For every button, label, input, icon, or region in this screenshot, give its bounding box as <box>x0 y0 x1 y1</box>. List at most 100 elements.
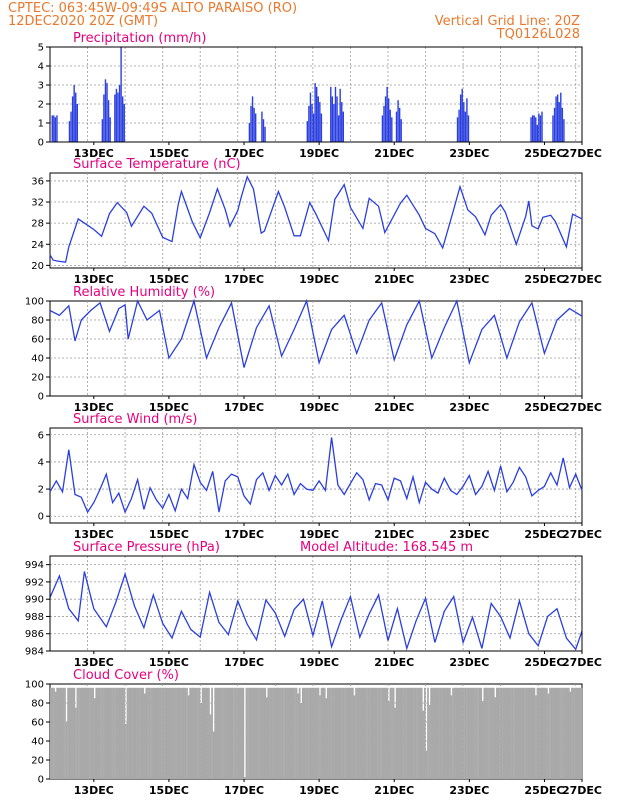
cloud-bar <box>278 687 281 779</box>
cloud-bar <box>438 687 440 779</box>
cloud-bar <box>561 687 564 779</box>
cloud-bar <box>539 687 542 779</box>
precip-bar <box>320 113 323 142</box>
cloud-bar <box>254 687 257 779</box>
tick-label-y: 20 <box>31 373 44 384</box>
cloud-bar <box>402 687 404 779</box>
precip-bar <box>456 117 459 142</box>
precip-bar <box>552 115 554 142</box>
title-precipitation: Precipitation (mm/h) <box>73 31 206 46</box>
cloud-bar <box>147 687 149 779</box>
cloud-bar <box>283 687 285 779</box>
cloud-bar <box>463 687 465 779</box>
tick-label-x: 15DEC <box>149 784 189 797</box>
cloud-bar <box>68 687 71 779</box>
tick-label-x: 23DEC <box>449 656 489 669</box>
cloud-bar <box>111 687 113 779</box>
cloud-bar <box>347 687 350 779</box>
cloud-bar <box>502 687 504 779</box>
cloud-bar <box>96 687 99 779</box>
cloud-bar <box>516 687 519 779</box>
cloud-bar <box>142 687 145 779</box>
cloud-bar <box>319 695 321 779</box>
cloud-bar <box>334 687 337 779</box>
cloud-bar <box>201 687 204 779</box>
cloud-bar <box>450 695 453 779</box>
cloud-bar <box>311 687 314 779</box>
cloud-bar <box>386 687 389 779</box>
title-pressure: Surface Pressure (hPa) <box>73 540 220 555</box>
cloud-bar <box>331 687 334 779</box>
tick-label-y: 80 <box>31 316 44 327</box>
cloud-bar <box>433 687 436 779</box>
tick-label-x: 21DEC <box>374 784 414 797</box>
tick-label-y: 4 <box>38 62 44 73</box>
cloud-bar <box>294 687 296 779</box>
tick-label-x: 21DEC <box>374 528 414 541</box>
cloud-bar <box>381 687 384 779</box>
tick-label-x: 21DEC <box>374 656 414 669</box>
cloud-bar <box>455 687 458 779</box>
precip-bar <box>262 119 265 142</box>
cloud-bar <box>414 687 417 779</box>
cloud-bar <box>389 687 392 779</box>
cloud-bar <box>330 687 332 779</box>
cloud-bar <box>333 687 335 779</box>
cloud-bar <box>427 687 429 779</box>
cloud-bar <box>491 687 494 779</box>
precip-bar <box>541 111 543 142</box>
plot-frame-humidity <box>49 300 583 397</box>
cloud-bar <box>397 687 400 779</box>
tick-label-x: 15DEC <box>149 401 189 414</box>
tick-label-y: 36 <box>31 176 44 187</box>
cloud-bar <box>353 695 356 779</box>
precip-bar <box>107 100 110 142</box>
cloud-bar <box>214 687 217 779</box>
cloud-bar <box>65 722 68 779</box>
cloud-bar <box>572 687 575 779</box>
cloud-bar <box>538 687 540 779</box>
precip-bar <box>536 124 539 142</box>
precip-bar <box>334 86 337 142</box>
tick-label-x: 27DEC <box>562 273 602 286</box>
cloud-bar <box>560 687 562 779</box>
cloud-bar <box>251 687 254 779</box>
precip-bar <box>261 111 263 142</box>
cloud-bar <box>544 687 547 779</box>
cloud-bar <box>369 687 371 779</box>
cloud-bar <box>281 687 284 779</box>
cloud-bar <box>78 687 80 779</box>
precip-bar <box>51 115 53 142</box>
cloud-bar <box>85 687 88 779</box>
cloud-bar <box>566 687 569 779</box>
precip-bar <box>319 102 321 142</box>
cloud-bar <box>240 687 243 779</box>
cloud-bar <box>289 687 292 779</box>
precip-bar <box>308 105 310 142</box>
cloud-bar <box>366 687 368 779</box>
cloud-bar <box>172 687 174 779</box>
tick-label-y: 0 <box>38 775 44 786</box>
cloud-bar <box>229 687 232 779</box>
tick-label-x: 27DEC <box>562 401 602 414</box>
cloud-bar <box>542 687 545 779</box>
precip-bar <box>312 113 315 142</box>
precip-bar <box>530 117 532 142</box>
cloud-bar <box>231 687 234 779</box>
cloud-bar <box>436 687 439 779</box>
cloud-bar <box>200 703 202 779</box>
cloud-bar <box>245 687 248 779</box>
precip-bar <box>400 119 402 142</box>
cloud-bar <box>453 687 456 779</box>
precip-bar <box>254 113 257 142</box>
cloud-bar <box>483 687 486 779</box>
cloud-bar <box>84 687 87 779</box>
header-grid-note: Vertical Grid Line: 20Z <box>435 14 580 29</box>
cloud-bar <box>90 687 93 779</box>
cloud-bar <box>480 687 483 779</box>
cloud-bar <box>225 687 228 779</box>
cloud-bar <box>466 687 468 779</box>
cloud-bar <box>112 687 115 779</box>
cloud-bar <box>356 687 359 779</box>
cloud-bar <box>403 687 406 779</box>
